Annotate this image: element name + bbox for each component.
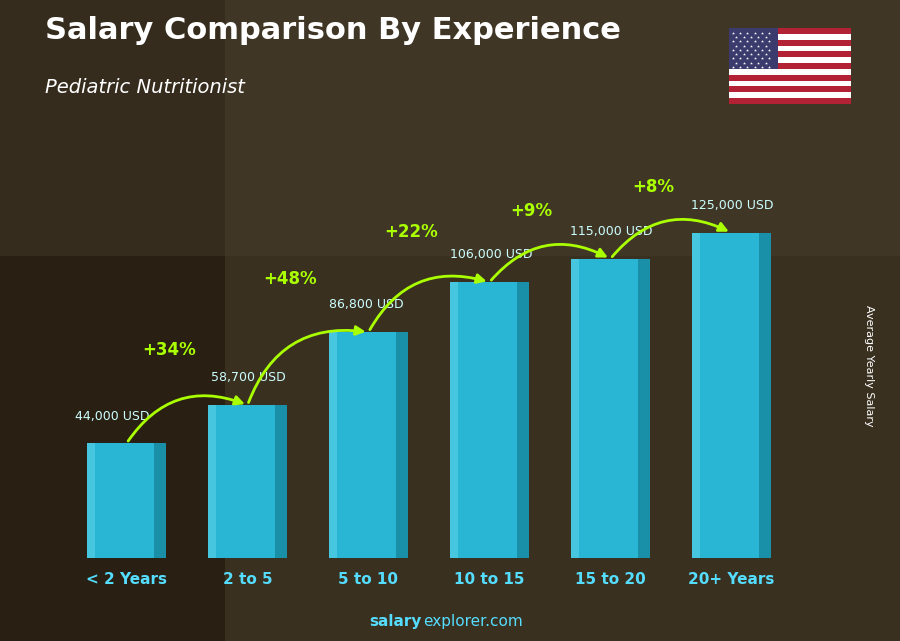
Text: +9%: +9% bbox=[510, 202, 553, 220]
Bar bbox=[729, 51, 850, 57]
Bar bbox=[572, 259, 579, 558]
Bar bbox=[0, 0, 225, 641]
Text: +22%: +22% bbox=[384, 222, 437, 240]
Text: 115,000 USD: 115,000 USD bbox=[571, 225, 653, 238]
Bar bbox=[0, 0, 900, 256]
Text: +34%: +34% bbox=[142, 341, 196, 359]
Text: 44,000 USD: 44,000 USD bbox=[75, 410, 149, 422]
Text: 125,000 USD: 125,000 USD bbox=[691, 199, 774, 212]
FancyArrowPatch shape bbox=[612, 219, 726, 256]
Bar bbox=[329, 332, 396, 558]
Bar bbox=[87, 444, 154, 558]
Bar bbox=[729, 40, 850, 46]
Polygon shape bbox=[637, 259, 650, 558]
Polygon shape bbox=[396, 332, 408, 558]
Bar bbox=[208, 405, 216, 558]
Bar bbox=[729, 28, 850, 34]
Bar bbox=[729, 63, 850, 69]
Bar bbox=[729, 87, 850, 92]
FancyArrowPatch shape bbox=[248, 327, 363, 403]
Bar bbox=[729, 46, 850, 51]
Text: 106,000 USD: 106,000 USD bbox=[449, 249, 532, 262]
Bar bbox=[729, 98, 850, 104]
Bar bbox=[450, 282, 517, 558]
Bar bbox=[450, 282, 458, 558]
Bar bbox=[729, 75, 850, 81]
Text: Salary Comparison By Experience: Salary Comparison By Experience bbox=[45, 16, 621, 45]
Text: +8%: +8% bbox=[632, 178, 674, 196]
Polygon shape bbox=[154, 444, 166, 558]
Text: 58,700 USD: 58,700 USD bbox=[212, 371, 286, 385]
Bar bbox=[692, 233, 759, 558]
Bar bbox=[87, 444, 95, 558]
Polygon shape bbox=[274, 405, 287, 558]
Polygon shape bbox=[759, 233, 770, 558]
Bar bbox=[729, 69, 850, 75]
Bar bbox=[729, 34, 850, 40]
Polygon shape bbox=[517, 282, 529, 558]
Text: salary: salary bbox=[369, 615, 421, 629]
FancyArrowPatch shape bbox=[491, 244, 605, 280]
Bar bbox=[329, 332, 338, 558]
Bar bbox=[729, 57, 850, 63]
Text: +48%: +48% bbox=[263, 271, 317, 288]
FancyArrowPatch shape bbox=[370, 275, 484, 329]
Bar bbox=[208, 405, 274, 558]
Text: 86,800 USD: 86,800 USD bbox=[328, 298, 403, 312]
Text: Average Yearly Salary: Average Yearly Salary bbox=[863, 304, 874, 426]
Bar bbox=[729, 81, 850, 87]
Bar bbox=[692, 233, 700, 558]
Bar bbox=[572, 259, 637, 558]
Bar bbox=[729, 28, 778, 69]
Bar bbox=[729, 92, 850, 98]
Text: explorer.com: explorer.com bbox=[423, 615, 523, 629]
Text: Pediatric Nutritionist: Pediatric Nutritionist bbox=[45, 78, 245, 97]
FancyArrowPatch shape bbox=[128, 395, 242, 441]
